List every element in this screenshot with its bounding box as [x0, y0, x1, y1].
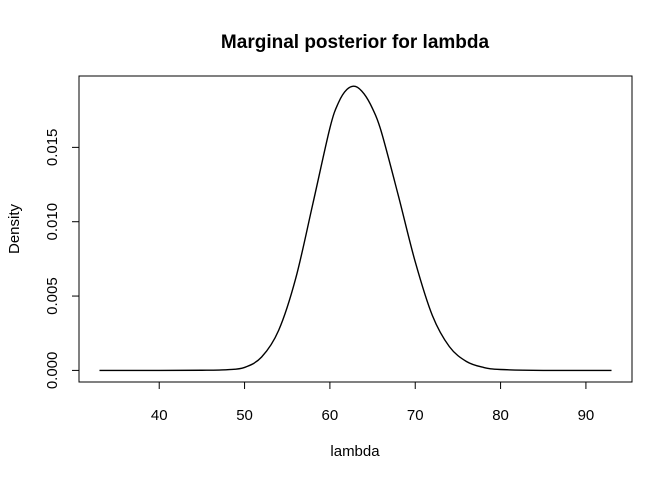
x-axis-label: lambda: [330, 443, 380, 460]
x-tick-label: 80: [492, 407, 509, 424]
y-tick-label: 0.000: [44, 352, 61, 390]
y-axis-label: Density: [6, 203, 23, 254]
x-axis: 40 50 60 70 80 90: [151, 381, 595, 424]
x-tick-label: 90: [578, 407, 595, 424]
y-tick-label: 0.005: [44, 277, 61, 315]
density-curve: [99, 85, 612, 372]
y-axis: 0.000 0.005 0.010 0.015: [44, 129, 80, 390]
x-tick-label: 70: [407, 407, 424, 424]
y-tick-label: 0.010: [44, 203, 61, 241]
plot-frame: [78, 75, 633, 383]
x-tick-label: 60: [322, 407, 339, 424]
x-tick-label: 40: [151, 407, 168, 424]
x-tick-label: 50: [236, 407, 253, 424]
y-tick-label: 0.015: [44, 129, 61, 167]
chart-title: Marginal posterior for lambda: [221, 32, 490, 53]
